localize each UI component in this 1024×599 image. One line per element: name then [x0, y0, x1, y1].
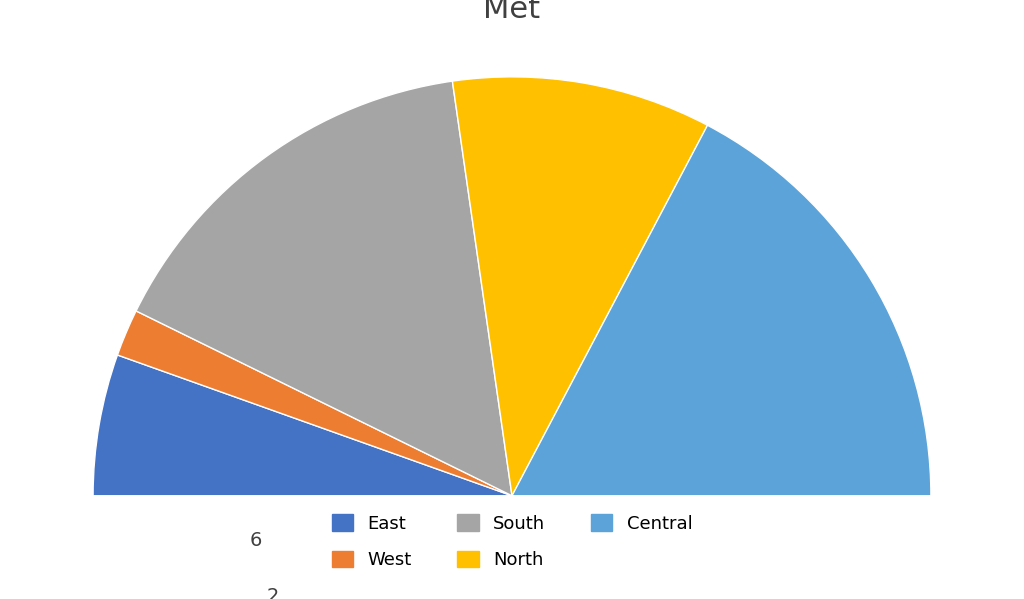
Wedge shape [512, 125, 931, 496]
Wedge shape [93, 496, 931, 599]
Legend: East, West, South, North, Central: East, West, South, North, Central [323, 506, 701, 578]
Wedge shape [453, 77, 708, 496]
Wedge shape [93, 355, 512, 496]
Wedge shape [136, 81, 512, 496]
Wedge shape [118, 311, 512, 496]
Text: 2: 2 [266, 588, 279, 599]
Text: 6: 6 [250, 531, 262, 549]
Title: Met: Met [483, 0, 541, 25]
